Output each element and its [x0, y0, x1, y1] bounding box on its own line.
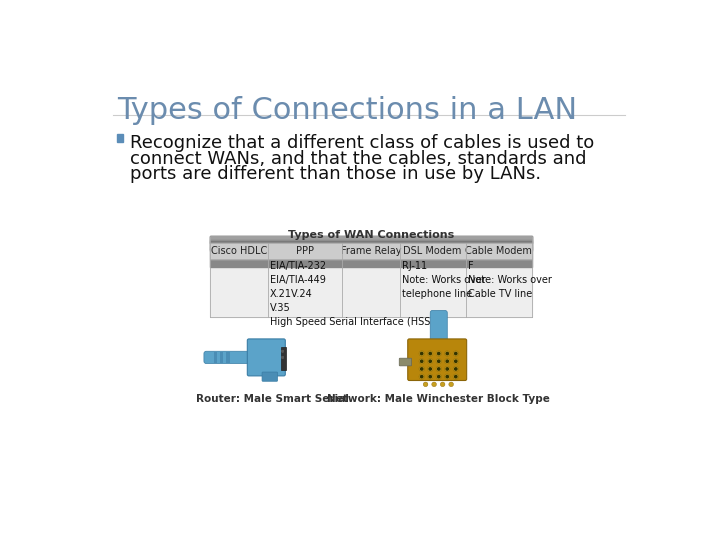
Circle shape	[420, 375, 423, 378]
Circle shape	[454, 360, 457, 362]
Circle shape	[436, 351, 441, 356]
Bar	[210, 244, 532, 259]
Bar	[214, 352, 217, 363]
FancyBboxPatch shape	[408, 339, 467, 381]
Circle shape	[282, 357, 283, 358]
Circle shape	[453, 374, 459, 379]
Bar	[210, 242, 532, 244]
Bar	[210, 248, 532, 249]
Text: Frame Relay: Frame Relay	[341, 246, 401, 256]
FancyBboxPatch shape	[431, 310, 447, 346]
Text: PPP: PPP	[296, 246, 314, 256]
Circle shape	[453, 366, 459, 372]
Circle shape	[436, 366, 441, 372]
Bar	[210, 244, 532, 251]
FancyBboxPatch shape	[248, 339, 285, 376]
Text: Cable Modem: Cable Modem	[465, 246, 532, 256]
Circle shape	[438, 360, 440, 362]
Circle shape	[419, 366, 424, 372]
Text: RJ-11
Note: Works over
telephone line: RJ-11 Note: Works over telephone line	[402, 261, 486, 299]
Circle shape	[438, 353, 440, 355]
Circle shape	[428, 359, 433, 364]
Circle shape	[419, 374, 424, 379]
Circle shape	[282, 357, 283, 358]
Bar	[210, 241, 532, 242]
FancyBboxPatch shape	[262, 372, 277, 381]
Bar	[210, 246, 532, 247]
Text: Cisco HDLC: Cisco HDLC	[211, 246, 267, 256]
Text: ports are different than those in use by LANs.: ports are different than those in use by…	[130, 165, 541, 183]
Circle shape	[446, 375, 449, 378]
Circle shape	[282, 357, 283, 358]
Text: Network: Male Winchester Block Type: Network: Male Winchester Block Type	[328, 394, 550, 404]
Circle shape	[453, 351, 459, 356]
Circle shape	[444, 351, 450, 356]
Bar	[220, 352, 223, 363]
Bar	[210, 245, 532, 246]
Text: Types of Connections in a LAN: Types of Connections in a LAN	[117, 96, 577, 125]
Bar	[210, 236, 532, 244]
FancyBboxPatch shape	[399, 358, 412, 366]
Bar	[210, 259, 532, 316]
Circle shape	[282, 350, 283, 352]
Text: F
Note: Works over
Cable TV line: F Note: Works over Cable TV line	[468, 261, 552, 299]
Circle shape	[429, 353, 431, 355]
Bar	[210, 247, 532, 248]
Circle shape	[419, 351, 424, 356]
Circle shape	[453, 359, 459, 364]
Bar	[210, 236, 532, 237]
Bar	[210, 238, 532, 239]
Bar	[210, 237, 532, 238]
Circle shape	[282, 350, 283, 352]
Circle shape	[429, 368, 431, 370]
Text: DSL Modem: DSL Modem	[403, 246, 462, 256]
Circle shape	[436, 359, 441, 364]
Bar	[210, 249, 532, 251]
Circle shape	[419, 359, 424, 364]
Circle shape	[420, 368, 423, 370]
Circle shape	[446, 368, 449, 370]
Circle shape	[438, 368, 440, 370]
Bar	[282, 347, 286, 370]
Circle shape	[446, 360, 449, 362]
Bar	[226, 352, 230, 363]
Circle shape	[444, 366, 450, 372]
Circle shape	[282, 357, 283, 358]
Circle shape	[441, 382, 445, 387]
Circle shape	[444, 359, 450, 364]
Circle shape	[454, 375, 457, 378]
Circle shape	[420, 353, 423, 355]
Circle shape	[428, 351, 433, 356]
Circle shape	[446, 353, 449, 355]
Circle shape	[428, 366, 433, 372]
Circle shape	[428, 374, 433, 379]
Bar	[210, 244, 532, 245]
Circle shape	[282, 350, 283, 352]
FancyBboxPatch shape	[204, 351, 251, 363]
Bar	[210, 240, 532, 241]
Circle shape	[282, 350, 283, 352]
Text: Recognize that a different class of cables is used to: Recognize that a different class of cabl…	[130, 134, 595, 152]
Text: connect WANs, and that the cables, standards and: connect WANs, and that the cables, stand…	[130, 150, 587, 167]
Circle shape	[429, 375, 431, 378]
Text: Types of WAN Connections: Types of WAN Connections	[288, 230, 454, 240]
Circle shape	[444, 374, 450, 379]
Circle shape	[438, 375, 440, 378]
Bar	[210, 239, 532, 240]
Circle shape	[432, 382, 436, 387]
Text: EIA/TIA-232
EIA/TIA-449
X.21V.24
V.35
High Speed Serial Interface (HSSI): EIA/TIA-232 EIA/TIA-449 X.21V.24 V.35 Hi…	[270, 261, 437, 327]
Bar	[210, 242, 532, 244]
Circle shape	[449, 382, 454, 387]
Bar	[210, 251, 532, 267]
Circle shape	[454, 368, 457, 370]
Circle shape	[420, 360, 423, 362]
Bar	[117, 134, 122, 142]
Circle shape	[454, 353, 457, 355]
Text: Router: Male Smart Serial: Router: Male Smart Serial	[196, 394, 348, 404]
Circle shape	[436, 374, 441, 379]
Circle shape	[429, 360, 431, 362]
Circle shape	[423, 382, 428, 387]
